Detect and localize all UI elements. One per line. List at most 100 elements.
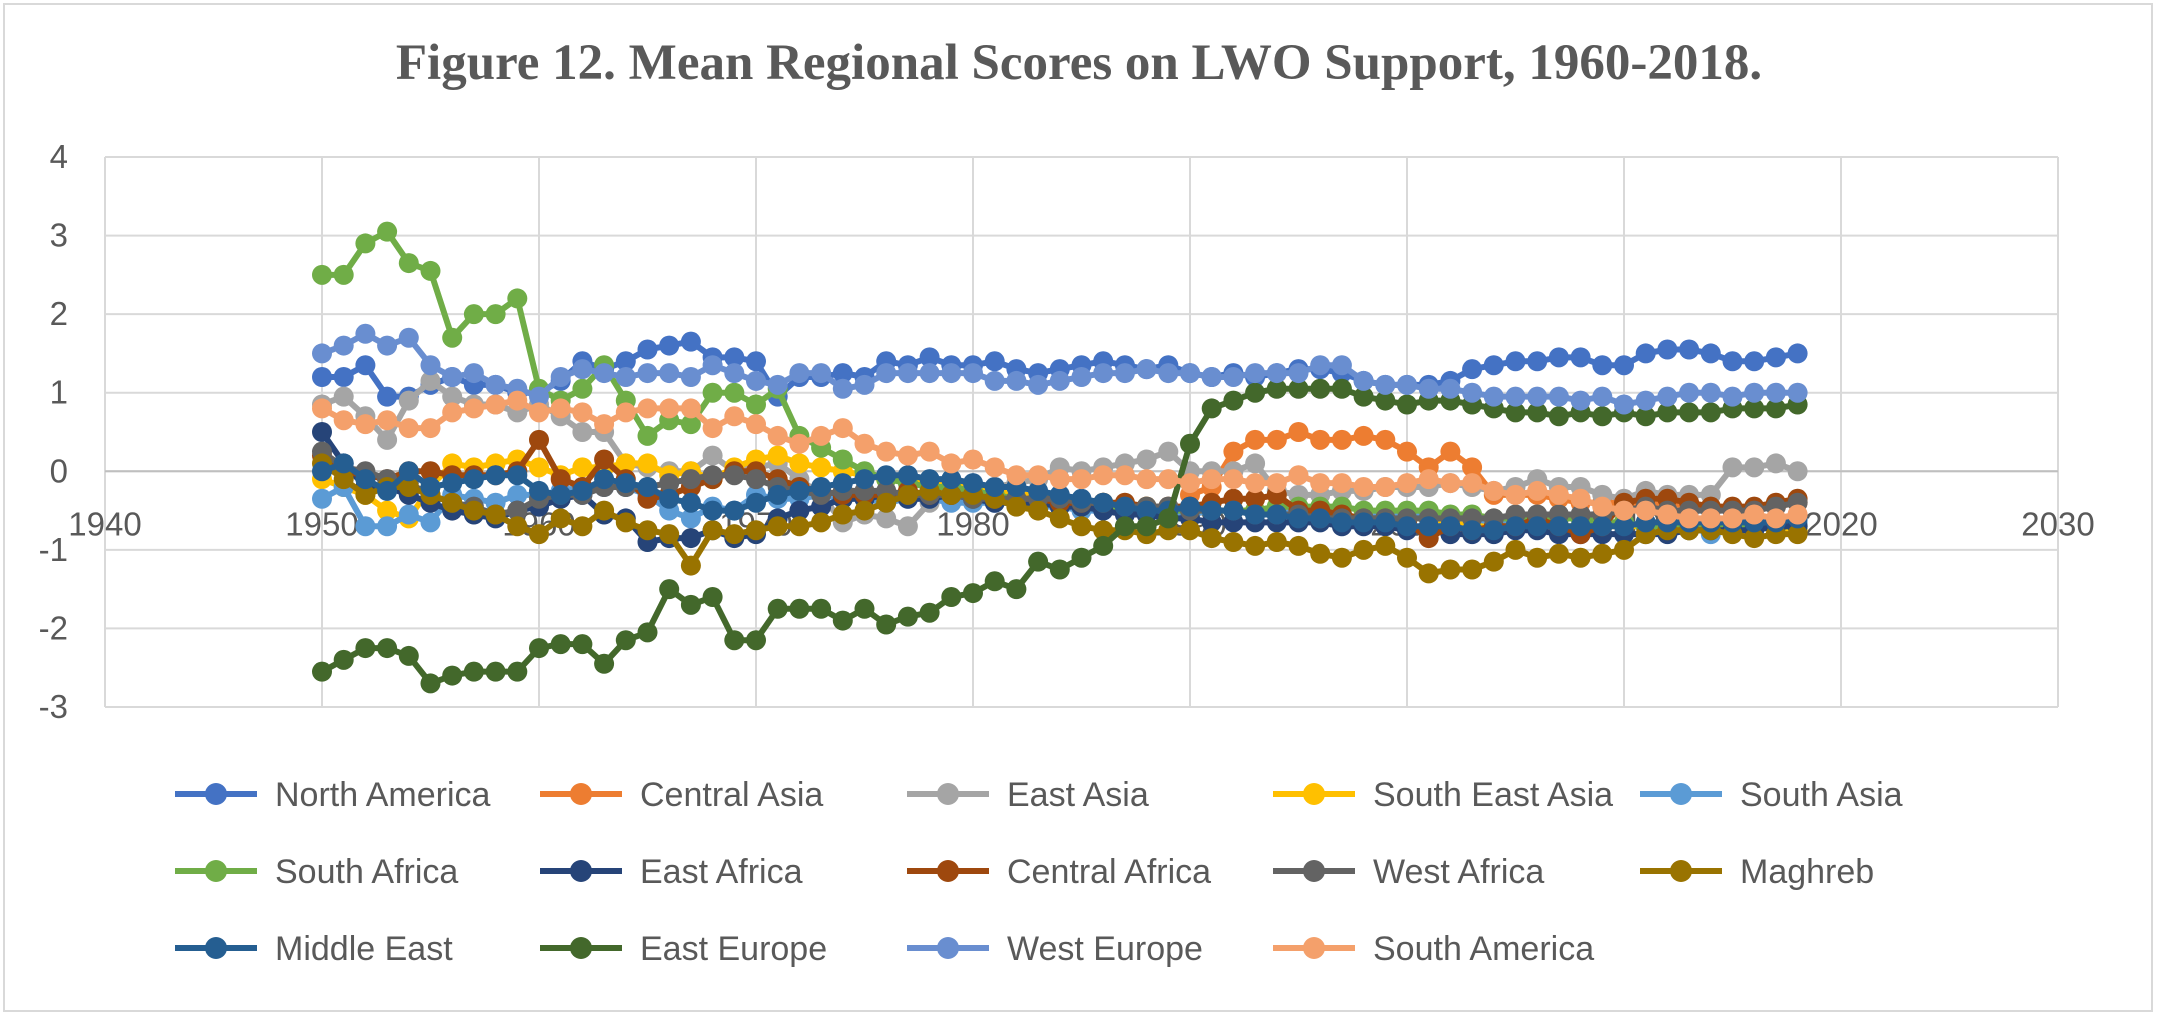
- data-point: [1310, 508, 1331, 529]
- legend-entry: West Europe: [907, 930, 1203, 968]
- data-point: [377, 480, 398, 501]
- data-point: [572, 359, 593, 380]
- data-point: [832, 610, 853, 631]
- data-point: [702, 520, 723, 541]
- data-point: [1527, 547, 1548, 568]
- data-point: [637, 520, 658, 541]
- data-point: [312, 398, 332, 419]
- data-point: [615, 351, 636, 372]
- data-point: [1331, 547, 1352, 568]
- data-point: [680, 594, 701, 615]
- data-point: [832, 363, 853, 384]
- legend-entry: East Europe: [540, 930, 827, 968]
- data-point: [1201, 469, 1222, 490]
- legend-label: North America: [275, 776, 490, 814]
- data-point: [377, 386, 398, 407]
- data-point: [1245, 504, 1266, 525]
- data-point: [1635, 390, 1656, 411]
- data-point: [1223, 441, 1244, 462]
- data-point: [398, 327, 419, 348]
- data-point: [355, 233, 376, 254]
- data-point: [832, 504, 853, 525]
- data-point: [767, 516, 788, 537]
- x-tick-label: 1940: [68, 505, 141, 542]
- data-point: [1028, 465, 1049, 486]
- data-point: [333, 335, 354, 356]
- data-point: [1700, 343, 1721, 364]
- data-point: [1266, 363, 1287, 384]
- data-point: [1700, 382, 1721, 403]
- data-point: [1245, 488, 1266, 509]
- data-point: [1331, 512, 1352, 533]
- data-point: [1505, 402, 1526, 423]
- data-point: [1462, 457, 1483, 478]
- data-point: [550, 367, 571, 387]
- data-point: [572, 516, 593, 537]
- data-point: [702, 465, 723, 486]
- data-point: [485, 465, 506, 486]
- legend-label: Central Africa: [1007, 853, 1211, 891]
- data-point: [1744, 382, 1765, 403]
- data-point: [1158, 441, 1179, 462]
- data-point: [1397, 441, 1417, 462]
- data-point: [680, 398, 701, 419]
- data-point: [1288, 378, 1309, 399]
- data-point: [1462, 382, 1483, 403]
- data-point: [1114, 496, 1135, 517]
- data-point: [463, 398, 484, 419]
- data-point: [702, 382, 723, 403]
- data-point: [550, 484, 571, 505]
- y-tick-label: 3: [50, 217, 68, 254]
- data-point: [1288, 363, 1309, 384]
- data-point: [702, 418, 723, 439]
- data-point: [1245, 535, 1266, 556]
- data-point: [420, 370, 441, 391]
- data-point: [312, 661, 332, 682]
- data-point: [746, 414, 766, 435]
- data-point: [1657, 504, 1678, 525]
- data-point: [1744, 528, 1765, 549]
- data-point: [1657, 402, 1678, 423]
- data-point: [637, 477, 658, 497]
- data-point: [724, 524, 745, 545]
- data-point: [1028, 500, 1049, 521]
- data-point: [1483, 551, 1504, 572]
- data-point: [1635, 343, 1656, 364]
- data-point: [355, 484, 376, 505]
- data-point: [702, 587, 723, 607]
- data-point: [529, 480, 549, 501]
- data-point: [1505, 516, 1526, 537]
- data-point: [637, 622, 658, 643]
- data-point: [1765, 453, 1786, 474]
- data-point: [897, 516, 918, 537]
- data-point: [1331, 378, 1352, 399]
- data-point: [963, 363, 983, 384]
- data-point: [876, 614, 897, 635]
- y-tick-label: 0: [50, 452, 68, 489]
- data-point: [1418, 378, 1439, 399]
- data-point: [724, 363, 745, 384]
- data-point: [876, 363, 897, 384]
- data-point: [1614, 516, 1634, 537]
- data-point: [1592, 355, 1613, 376]
- data-point: [1527, 351, 1548, 372]
- legend-marker: [937, 937, 959, 959]
- data-point: [1592, 543, 1613, 564]
- legend-marker: [1303, 783, 1325, 805]
- data-point: [1180, 496, 1200, 517]
- data-point: [398, 418, 419, 439]
- data-point: [659, 488, 680, 509]
- data-point: [1245, 473, 1266, 494]
- data-point: [420, 477, 441, 497]
- legend-marker: [937, 783, 959, 805]
- data-point: [1245, 453, 1266, 474]
- data-point: [377, 410, 398, 431]
- data-point: [1266, 429, 1287, 450]
- data-point: [897, 445, 918, 466]
- legend-marker: [570, 860, 592, 882]
- data-point: [1288, 535, 1309, 556]
- data-point: [1223, 367, 1244, 387]
- data-point: [1136, 359, 1157, 380]
- data-point: [680, 528, 701, 549]
- data-point: [724, 347, 745, 368]
